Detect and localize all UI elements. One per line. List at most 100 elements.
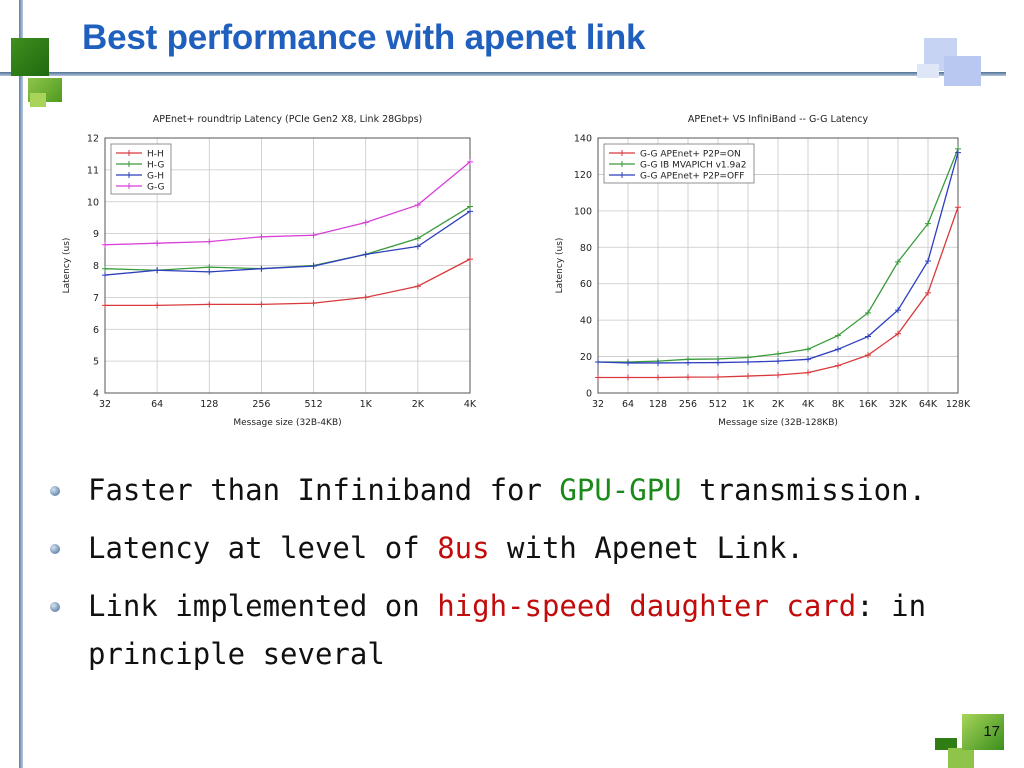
- data-point: [775, 358, 781, 365]
- x-tick-label: 512: [709, 399, 727, 410]
- series-line: [104, 210, 471, 276]
- x-tick-label: 32K: [889, 399, 908, 410]
- decor-square-blue-3: [917, 64, 939, 78]
- data-point: [310, 300, 317, 307]
- x-axis-label: Message size (32B-4KB): [233, 418, 341, 428]
- data-point: [467, 208, 473, 215]
- x-tick-label: 16K: [859, 399, 878, 410]
- data-point: [895, 258, 901, 265]
- y-axis-label: Latency (us): [62, 238, 72, 294]
- bullet-highlight: GPU-GPU: [559, 473, 682, 507]
- x-tick-label: 512: [305, 399, 323, 410]
- legend-label: G-G APEnet+ P2P=ON: [640, 150, 741, 160]
- data-point: [925, 289, 931, 296]
- data-point: [835, 332, 841, 339]
- data-point: [258, 265, 265, 272]
- apenet-vs-infiniband-plot: APEnet+ VS InfiniBand -- G-G Latency 32 64…: [555, 114, 971, 428]
- legend-marker: [126, 161, 132, 167]
- data-point: [467, 256, 473, 263]
- x-tick-label: 32: [592, 399, 604, 410]
- data-point: [102, 272, 108, 279]
- x-tick-label: 256: [252, 399, 270, 410]
- decor-square-green-large: [11, 38, 49, 76]
- data-point: [715, 359, 721, 366]
- decor-square-bottom-1: [935, 738, 957, 750]
- y-tick-label: 8: [93, 261, 99, 272]
- data-point: [414, 235, 421, 242]
- data-point: [362, 251, 369, 258]
- data-point: [835, 362, 841, 369]
- data-point: [865, 309, 871, 316]
- data-point: [154, 240, 161, 247]
- x-tick-label: 32: [99, 399, 111, 410]
- y-axis-label: Latency (us): [555, 238, 565, 294]
- data-point: [414, 243, 421, 250]
- y-tick-label: 140: [574, 134, 592, 145]
- data-point: [835, 346, 841, 353]
- bullet-dot-icon: [50, 602, 60, 612]
- legend-marker: [619, 161, 625, 167]
- x-tick-label: 1K: [360, 399, 373, 410]
- legend-label: G-G: [147, 183, 165, 193]
- x-tick-label: 8K: [832, 399, 845, 410]
- bullet-item: Link implemented on high-speed daughter …: [46, 582, 946, 678]
- bullet-item: Faster than Infiniband for GPU-GPU trans…: [46, 466, 946, 514]
- data-point: [154, 302, 161, 309]
- decor-square-blue-2: [944, 56, 981, 86]
- data-point: [362, 294, 369, 301]
- legend-label: H-G: [147, 161, 164, 171]
- data-point: [206, 268, 213, 275]
- x-axis-label: Message size (32B-128KB): [718, 418, 838, 428]
- legend-marker: [619, 172, 625, 178]
- bullet-text: : in principle several: [88, 589, 927, 671]
- legend-label: H-H: [147, 150, 164, 160]
- x-tick-label: 2K: [772, 399, 785, 410]
- frame-vertical-rule: [19, 0, 23, 768]
- bullet-dot-icon: [50, 544, 60, 554]
- bullet-text: Latency at level of: [88, 531, 438, 565]
- y-tick-label: 12: [87, 134, 99, 145]
- data-point: [258, 233, 265, 240]
- data-point: [595, 374, 601, 381]
- slide-title: Best performance with apenet link: [82, 18, 646, 57]
- data-point: [625, 359, 631, 366]
- latency-chart-left: APEnet+ roundtrip Latency (PCIe Gen2 X8,…: [55, 108, 490, 433]
- roundtrip-latency-plot: APEnet+ roundtrip Latency (PCIe Gen2 X8,…: [62, 114, 477, 428]
- data-point: [925, 220, 931, 227]
- data-point: [414, 201, 421, 208]
- x-tick-label: 128: [200, 399, 218, 410]
- data-point: [310, 263, 317, 270]
- data-point: [775, 371, 781, 378]
- y-tick-label: 60: [580, 279, 592, 290]
- bullet-highlight: high-speed daughter card: [437, 589, 857, 623]
- data-point: [955, 204, 961, 211]
- decor-square-bottom-2: [948, 748, 974, 768]
- data-point: [206, 301, 213, 308]
- x-tick-label: 1K: [742, 399, 755, 410]
- plot-frame: [104, 137, 471, 394]
- y-tick-label: 120: [574, 170, 592, 181]
- data-point: [655, 374, 661, 381]
- x-tick-label: 256: [679, 399, 697, 410]
- data-point: [715, 373, 721, 380]
- legend-marker: [126, 183, 132, 189]
- y-tick-label: 4: [93, 389, 99, 400]
- data-point: [925, 257, 931, 264]
- bullet-item: Latency at level of 8us with Apenet Link…: [46, 524, 946, 572]
- x-tick-label: 2K: [412, 399, 425, 410]
- series-line: [105, 258, 471, 306]
- bullet-text: transmission.: [681, 473, 927, 507]
- page-number: 17: [962, 714, 1004, 750]
- data-point: [595, 359, 601, 366]
- data-point: [955, 149, 961, 156]
- legend-label: G-G APEnet+ P2P=OFF: [640, 172, 744, 182]
- data-point: [362, 219, 369, 226]
- data-point: [102, 302, 108, 309]
- data-point: [154, 267, 161, 274]
- data-point: [745, 359, 751, 366]
- data-point: [775, 350, 781, 357]
- y-tick-label: 20: [580, 352, 592, 363]
- y-tick-label: 10: [87, 197, 99, 208]
- bullet-text: Link implemented on: [88, 589, 438, 623]
- y-tick-label: 5: [93, 357, 99, 368]
